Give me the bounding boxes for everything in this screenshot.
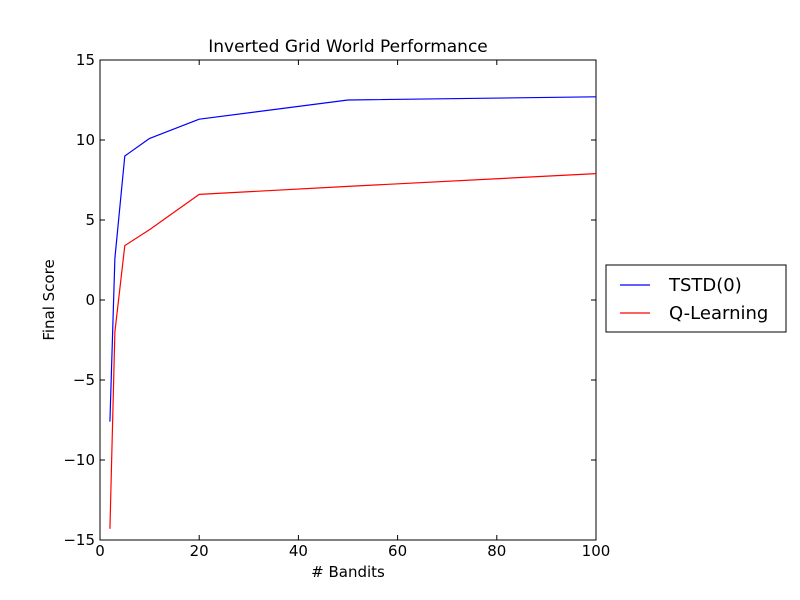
- y-tick-label: 5: [85, 211, 95, 229]
- x-axis-label: # Bandits: [311, 563, 385, 581]
- chart-title: Inverted Grid World Performance: [208, 37, 488, 57]
- x-tick-label: 0: [95, 542, 105, 560]
- y-tick-label: −15: [63, 531, 95, 549]
- legend-items: TSTD(0) Q-Learning: [620, 275, 768, 324]
- x-tick-label: 40: [289, 542, 308, 560]
- plot-frame: [99, 59, 597, 541]
- legend-label: TSTD(0): [668, 275, 742, 296]
- series-line-q-learning: [109, 173, 597, 529]
- legend-box: [605, 264, 787, 333]
- series-line-tstd-0: [109, 96, 597, 422]
- plot-area: 0 20 40 60 80 100 −15 −10 −5 0 5 10 15: [63, 51, 610, 560]
- y-tick-label: −5: [73, 371, 95, 389]
- legend-label: Q-Learning: [669, 303, 768, 324]
- y-tick-label: 15: [76, 51, 95, 69]
- y-tick-label: −10: [63, 451, 95, 469]
- y-axis-label: Final Score: [40, 259, 58, 340]
- legend: TSTD(0) Q-Learning: [605, 264, 787, 333]
- ticks-layer: 0 20 40 60 80 100 −15 −10 −5 0 5 10 15: [63, 51, 610, 560]
- x-tick-label: 80: [487, 542, 506, 560]
- x-tick-label: 20: [190, 542, 209, 560]
- x-tick-label: 100: [582, 542, 611, 560]
- y-tick-label: 0: [85, 291, 95, 309]
- y-tick-label: 10: [76, 131, 95, 149]
- x-tick-label: 60: [388, 542, 407, 560]
- series-layer: [109, 96, 597, 529]
